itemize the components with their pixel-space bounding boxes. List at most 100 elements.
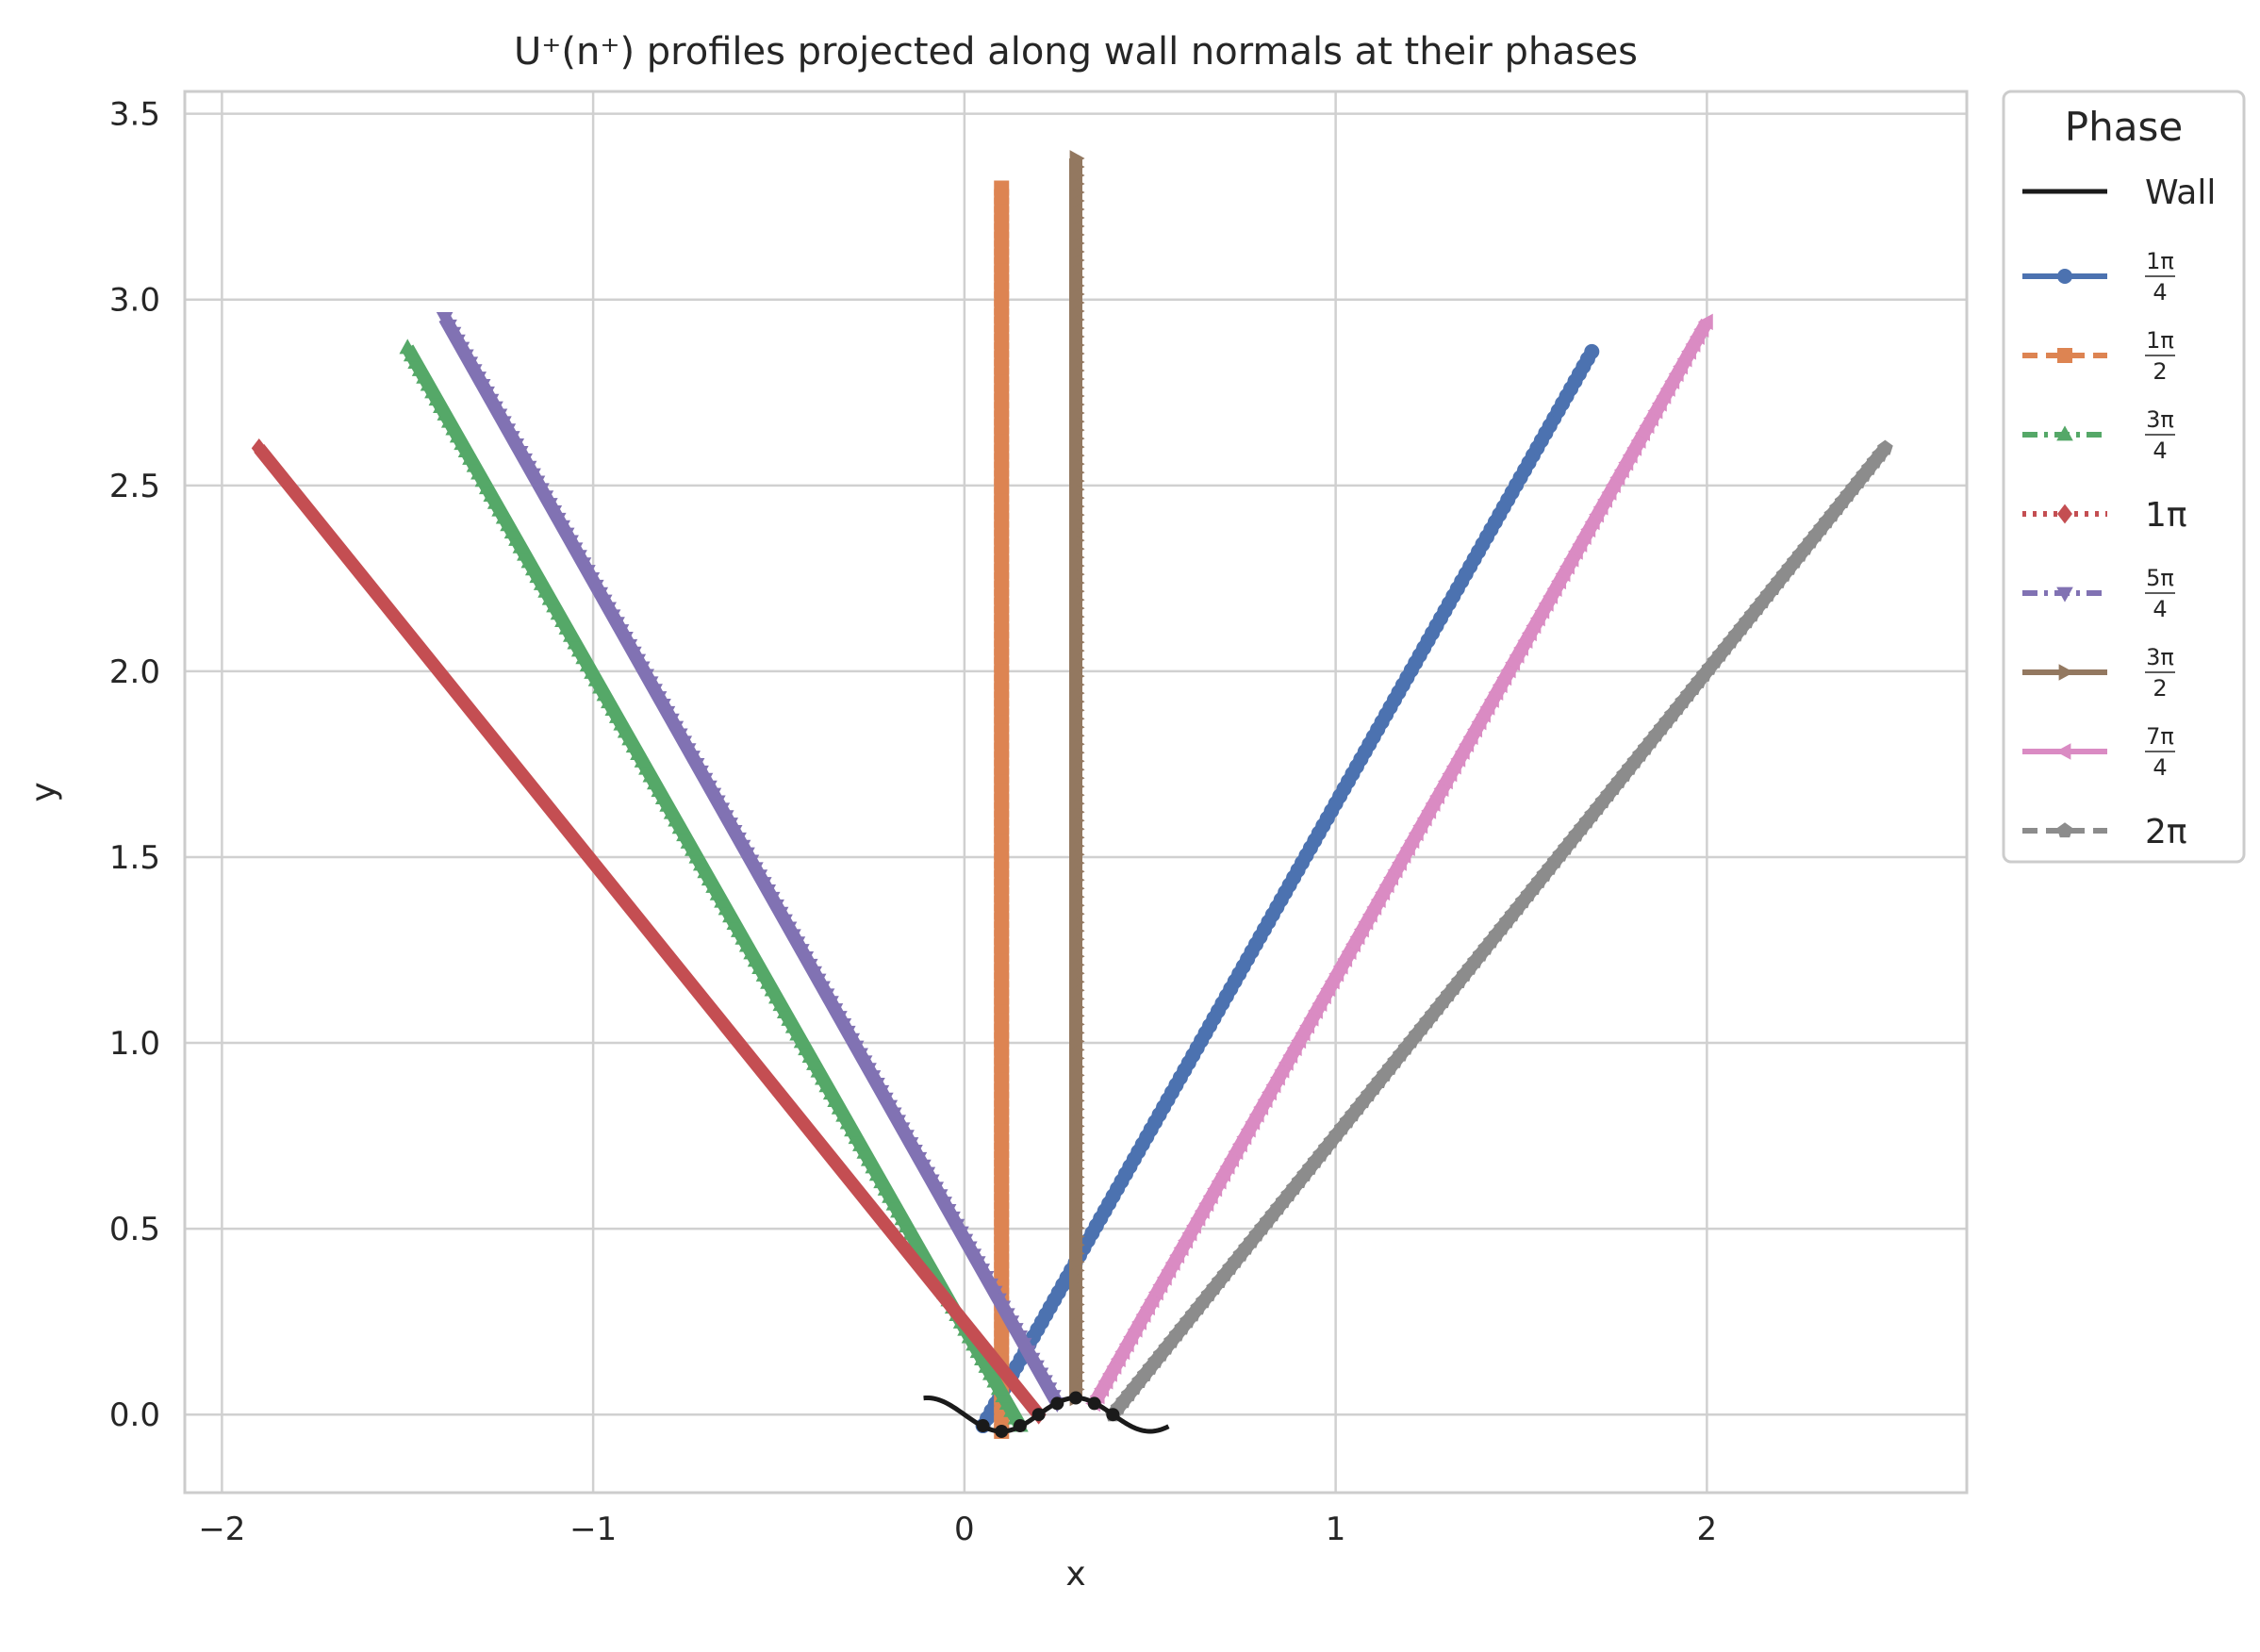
legend-item: 7π4 xyxy=(2022,723,2175,781)
legend-item: 1π2 xyxy=(2022,327,2175,385)
series-point xyxy=(946,1298,962,1319)
series-point xyxy=(801,1119,817,1140)
legend-marker xyxy=(2058,664,2074,681)
legend-denominator: 2 xyxy=(2153,675,2167,702)
wall-point xyxy=(1069,1391,1082,1405)
series-point xyxy=(769,1080,785,1100)
legend-item: 2π xyxy=(2022,813,2187,851)
legend-numerator: 5π xyxy=(2146,565,2174,591)
legend-item-wall: Wall xyxy=(2022,173,2216,212)
series-point xyxy=(774,1086,790,1107)
series-point xyxy=(994,180,1010,196)
wall-point xyxy=(1106,1408,1120,1422)
legend-label: 2π xyxy=(2145,813,2187,851)
legend-marker xyxy=(2056,586,2073,603)
legend-denominator: 4 xyxy=(2153,596,2167,622)
chart-title: U⁺(n⁺) profiles projected along wall nor… xyxy=(514,30,1638,74)
series-5 xyxy=(436,312,1066,1413)
series-point xyxy=(1697,313,1713,331)
series-point xyxy=(833,1160,850,1180)
series-point xyxy=(950,1305,966,1326)
series-8 xyxy=(1105,439,1893,1422)
legend-item: 3π2 xyxy=(2022,644,2175,702)
series-point xyxy=(817,1140,833,1160)
legend-marker xyxy=(2057,504,2072,524)
wall-point xyxy=(995,1424,1009,1438)
legend-numerator: 1π xyxy=(2146,327,2174,354)
legend-label: Wall xyxy=(2145,173,2216,212)
series-point xyxy=(742,1047,758,1067)
y-tick-label: 1.0 xyxy=(109,1025,160,1063)
series-point xyxy=(790,1106,806,1127)
axes-frame xyxy=(183,90,1969,1495)
legend-marker xyxy=(2057,269,2072,284)
y-tick-label: 0.5 xyxy=(109,1211,160,1248)
wall-point xyxy=(1013,1419,1027,1433)
y-tick-label: 3.0 xyxy=(109,282,160,320)
series-point xyxy=(785,1099,801,1120)
series-point xyxy=(918,1265,934,1286)
series-7 xyxy=(1085,313,1713,1412)
y-tick-label: 2.5 xyxy=(109,468,160,505)
wall-point xyxy=(1031,1408,1046,1422)
series-point xyxy=(1020,1391,1036,1412)
y-axis-label: y xyxy=(25,782,63,801)
series-point xyxy=(737,1040,753,1061)
series-point xyxy=(726,1027,742,1048)
legend-item: 1π xyxy=(2022,496,2187,535)
legend-title: Phase xyxy=(2065,104,2183,150)
legend-marker xyxy=(2056,425,2073,441)
series-point xyxy=(256,445,272,465)
series-point xyxy=(934,1285,950,1306)
series-point xyxy=(930,1279,946,1299)
series-point xyxy=(966,1325,982,1346)
wall-point xyxy=(976,1419,990,1433)
legend-denominator: 4 xyxy=(2153,279,2167,306)
series-point xyxy=(436,312,454,328)
series-point xyxy=(902,1246,918,1266)
series-point xyxy=(1584,343,1600,359)
legend-item: 5π4 xyxy=(2022,565,2175,622)
series-1 xyxy=(975,343,1600,1434)
legend-item: 1π4 xyxy=(2022,248,2175,306)
series-4 xyxy=(251,438,1047,1425)
legend-marker xyxy=(2057,348,2072,363)
wall-curve xyxy=(923,1395,1170,1434)
x-tick-label: 1 xyxy=(1326,1511,1346,1548)
legend-marker xyxy=(2056,822,2073,838)
series-point xyxy=(866,1199,882,1220)
series-point xyxy=(914,1259,930,1280)
series-point xyxy=(399,339,417,355)
legend-numerator: 3π xyxy=(2146,644,2174,670)
legend-numerator: 7π xyxy=(2146,723,2174,750)
series-2 xyxy=(994,180,1010,1439)
ticks: −2 −1 0 1 2 0.0 0.5 1.0 1.5 2.0 2.5 3.0 3.5 xyxy=(109,96,1717,1548)
wall-point xyxy=(1050,1396,1064,1411)
series-point xyxy=(1015,1384,1031,1405)
legend-denominator: 4 xyxy=(2153,754,2167,781)
x-tick-label: −1 xyxy=(569,1511,617,1548)
series-point xyxy=(882,1219,898,1240)
series-point xyxy=(753,1060,769,1081)
series-point xyxy=(850,1180,866,1199)
legend-denominator: 4 xyxy=(2153,438,2167,464)
y-tick-label: 0.0 xyxy=(109,1396,160,1434)
series-point xyxy=(898,1239,914,1260)
legend-numerator: 1π xyxy=(2146,248,2174,274)
series-point xyxy=(998,1364,1015,1385)
series-point xyxy=(758,1066,774,1087)
x-tick-label: 2 xyxy=(1697,1511,1718,1548)
plot-area xyxy=(251,150,1893,1439)
y-tick-label: 2.0 xyxy=(109,653,160,691)
series-point xyxy=(251,438,267,458)
series-point xyxy=(721,1020,737,1041)
x-tick-label: −2 xyxy=(198,1511,245,1548)
series-6 xyxy=(1069,150,1085,1407)
series-point xyxy=(982,1345,998,1365)
legend-item: 3π4 xyxy=(2022,406,2175,464)
legend-denominator: 2 xyxy=(2153,358,2167,385)
y-tick-label: 3.5 xyxy=(109,96,160,134)
series-point xyxy=(689,981,705,1001)
